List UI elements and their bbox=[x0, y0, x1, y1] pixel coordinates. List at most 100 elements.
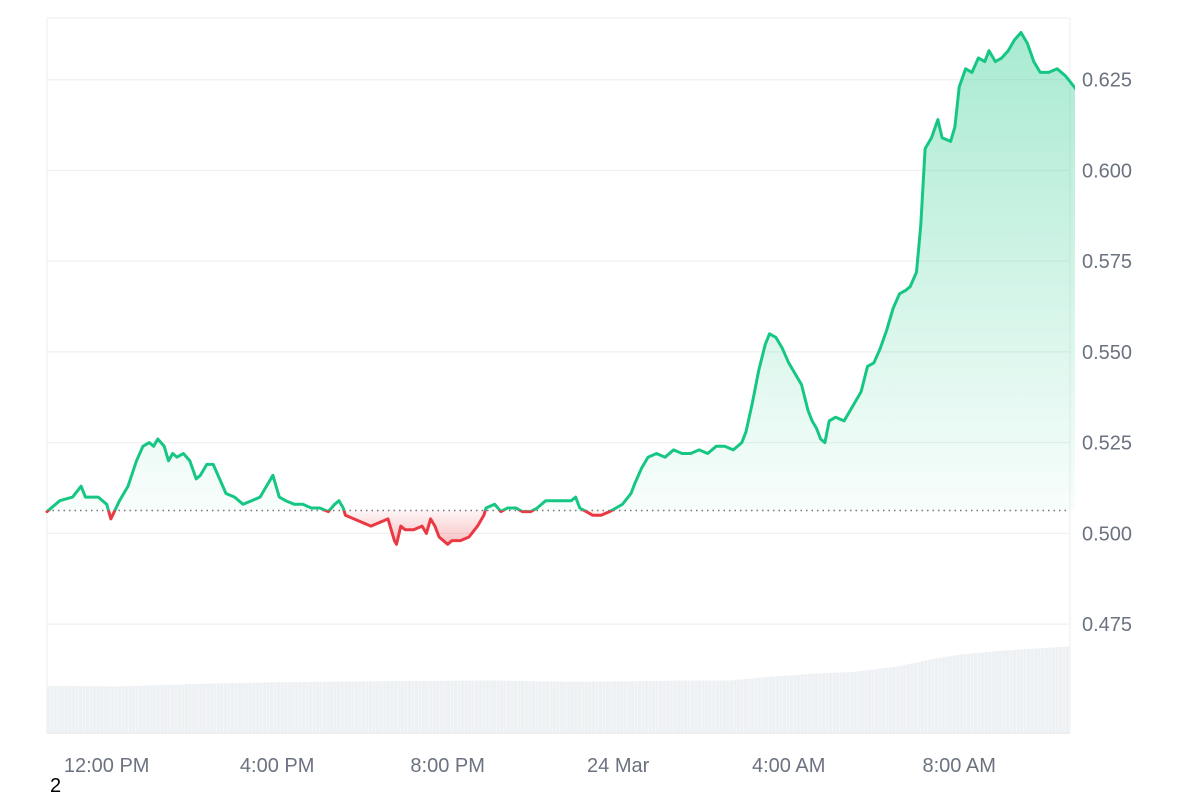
y-tick-label: 0.550 bbox=[1082, 342, 1132, 364]
volume-bar bbox=[927, 659, 932, 733]
volume-bar bbox=[839, 672, 843, 733]
volume-bar bbox=[287, 682, 291, 733]
volume-bar bbox=[690, 680, 695, 733]
volume-bar bbox=[775, 676, 780, 733]
volume-bar bbox=[655, 680, 659, 733]
volume-bar bbox=[885, 667, 889, 733]
volume-bar bbox=[959, 654, 964, 733]
volume-bar bbox=[506, 680, 511, 733]
volume-bar bbox=[386, 681, 390, 733]
volume-bar bbox=[811, 673, 815, 733]
volume-bar bbox=[436, 680, 440, 733]
volume-bar bbox=[991, 651, 995, 733]
volume-bar bbox=[418, 680, 422, 733]
volume-bar bbox=[832, 672, 836, 733]
volume-bar bbox=[542, 681, 546, 733]
volume-bar bbox=[50, 685, 54, 733]
volume-bar bbox=[213, 683, 217, 733]
volume-bar bbox=[92, 686, 97, 733]
volume-bar bbox=[864, 670, 868, 733]
footnote: 2 bbox=[50, 775, 62, 797]
volume-bar bbox=[1005, 650, 1010, 733]
area-fill-down bbox=[47, 510, 612, 545]
volume-bar bbox=[234, 683, 238, 733]
volume-bar bbox=[722, 680, 726, 733]
volume-bar bbox=[294, 682, 298, 733]
volume-bar bbox=[634, 681, 638, 733]
volume-bar bbox=[616, 681, 620, 733]
volume-bar bbox=[945, 656, 949, 733]
volume-bar bbox=[351, 681, 355, 733]
volume-bar bbox=[1062, 646, 1066, 733]
volume-bar bbox=[177, 684, 182, 733]
volume-bar bbox=[103, 686, 107, 733]
volume-bar bbox=[1009, 650, 1013, 733]
volume-bar bbox=[850, 671, 854, 733]
volume-bar bbox=[800, 674, 804, 733]
price-area bbox=[47, 32, 1075, 545]
volume-bar bbox=[577, 681, 581, 733]
volume-bar bbox=[372, 681, 376, 733]
volume-bar bbox=[697, 680, 702, 733]
volume-bar bbox=[312, 681, 316, 733]
volume-bar bbox=[574, 681, 578, 733]
volume-bar bbox=[694, 680, 698, 733]
volume-bar bbox=[284, 682, 288, 733]
volume-bar bbox=[1026, 648, 1031, 733]
volume-bar bbox=[906, 664, 910, 733]
volume-bar bbox=[1041, 648, 1045, 733]
volume-bar bbox=[85, 686, 90, 733]
volume-bar bbox=[75, 686, 79, 733]
volume-bar bbox=[446, 680, 451, 733]
volume-bar bbox=[301, 682, 305, 733]
volume-bar bbox=[443, 680, 447, 733]
volume-bar bbox=[528, 681, 532, 733]
volume-bar bbox=[952, 655, 956, 733]
volume-bar bbox=[269, 682, 274, 733]
volume-bar bbox=[227, 683, 231, 733]
volume-bar bbox=[896, 666, 900, 733]
volume-bar bbox=[705, 680, 709, 733]
volume-bar bbox=[630, 681, 634, 733]
volume-bar bbox=[273, 682, 277, 733]
volume-bar bbox=[779, 675, 783, 733]
volume-bar bbox=[973, 653, 978, 733]
volume-bar bbox=[521, 680, 525, 733]
volume-bar bbox=[1016, 649, 1020, 733]
volume-bar bbox=[538, 681, 543, 733]
volume-bar bbox=[390, 681, 394, 733]
volume-bar bbox=[828, 672, 833, 733]
volume-bar bbox=[733, 680, 737, 733]
volume-bar bbox=[998, 650, 1002, 733]
volume-bar bbox=[715, 680, 719, 733]
volume-bar bbox=[153, 685, 157, 733]
volume-bar bbox=[397, 681, 401, 733]
volume-bar bbox=[337, 681, 341, 733]
volume-bar bbox=[160, 685, 164, 733]
volume-bar bbox=[117, 686, 121, 733]
volume-bar bbox=[365, 681, 369, 733]
price-line-up bbox=[45, 31, 1075, 511]
volume-bar bbox=[82, 686, 86, 733]
volume-bar bbox=[393, 681, 397, 733]
volume-bar bbox=[740, 679, 744, 733]
volume-bar bbox=[1044, 647, 1048, 733]
volume-bar bbox=[867, 669, 872, 733]
volume-bar bbox=[931, 658, 935, 733]
volume-bar bbox=[439, 680, 443, 733]
volume-bar bbox=[549, 681, 553, 733]
volume-bar bbox=[276, 682, 281, 733]
volume-bar bbox=[149, 685, 153, 733]
volume-bar bbox=[1058, 646, 1063, 733]
volume-bar bbox=[485, 680, 489, 733]
volume-bar bbox=[411, 680, 415, 733]
volume-bar bbox=[818, 673, 822, 733]
volume-bar bbox=[662, 680, 666, 733]
y-tick-label: 0.475 bbox=[1082, 614, 1132, 636]
volume-bar bbox=[174, 684, 178, 733]
volume-bar bbox=[825, 673, 829, 733]
volume-bar bbox=[860, 670, 864, 733]
x-tick-label: 24 Mar bbox=[587, 755, 650, 777]
volume-bar bbox=[135, 685, 139, 733]
volume-bar bbox=[379, 681, 383, 733]
